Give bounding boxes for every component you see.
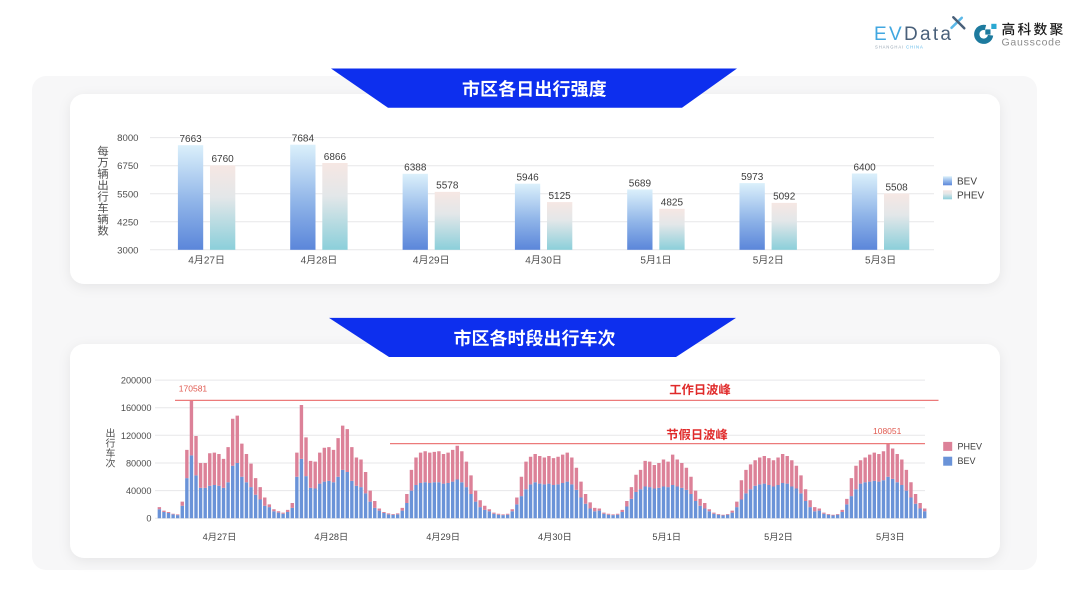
svg-text:5689: 5689 — [629, 178, 652, 189]
svg-text:0: 0 — [146, 514, 151, 524]
svg-text:4: 4 — [301, 255, 307, 266]
svg-text:4250: 4250 — [117, 217, 138, 228]
svg-text:6760: 6760 — [211, 154, 234, 165]
svg-text:29: 29 — [441, 532, 451, 542]
svg-text:120000: 120000 — [121, 431, 152, 441]
svg-text:200000: 200000 — [121, 376, 152, 386]
svg-text:5: 5 — [753, 255, 759, 266]
svg-text:6400: 6400 — [853, 162, 876, 173]
svg-text:4: 4 — [525, 255, 531, 266]
svg-text:3000: 3000 — [117, 245, 138, 256]
svg-text:BEV: BEV — [958, 456, 976, 466]
svg-text:5125: 5125 — [548, 191, 571, 202]
svg-text:EVData: EVData — [874, 24, 953, 45]
svg-text:160000: 160000 — [121, 403, 152, 413]
svg-text:1: 1 — [667, 532, 672, 542]
svg-text:2: 2 — [779, 532, 784, 542]
svg-text:27: 27 — [204, 255, 216, 266]
svg-text:6388: 6388 — [404, 163, 427, 174]
svg-text:80000: 80000 — [126, 459, 152, 469]
svg-text:PHEV: PHEV — [958, 441, 983, 451]
svg-text:5508: 5508 — [885, 182, 908, 193]
svg-text:5: 5 — [764, 532, 769, 542]
svg-text:6866: 6866 — [324, 152, 347, 163]
svg-text:5: 5 — [652, 532, 657, 542]
svg-text:27: 27 — [217, 532, 227, 542]
svg-text:8000: 8000 — [117, 133, 138, 144]
svg-text:5092: 5092 — [773, 192, 796, 203]
svg-text:PHEV: PHEV — [957, 191, 985, 202]
svg-text:28: 28 — [329, 532, 339, 542]
svg-text:2: 2 — [768, 255, 774, 266]
svg-text:108051: 108051 — [873, 426, 902, 436]
svg-text:4: 4 — [314, 532, 319, 542]
svg-text:5973: 5973 — [741, 172, 764, 183]
svg-text:170581: 170581 — [179, 383, 208, 393]
svg-text:7663: 7663 — [179, 134, 202, 145]
svg-text:40000: 40000 — [126, 486, 152, 496]
svg-text:28: 28 — [316, 255, 328, 266]
svg-text:7684: 7684 — [292, 134, 315, 145]
svg-text:30: 30 — [552, 532, 562, 542]
svg-text:5500: 5500 — [117, 189, 138, 200]
svg-text:BEV: BEV — [957, 177, 977, 188]
svg-text:4: 4 — [426, 532, 431, 542]
svg-text:5: 5 — [865, 255, 871, 266]
svg-text:4: 4 — [538, 532, 543, 542]
svg-text:3: 3 — [890, 532, 895, 542]
svg-text:4: 4 — [188, 255, 194, 266]
svg-text:29: 29 — [428, 255, 440, 266]
svg-text:4825: 4825 — [661, 198, 684, 209]
svg-text:6750: 6750 — [117, 161, 138, 172]
svg-text:SHANGHAI CHINA: SHANGHAI CHINA — [875, 45, 924, 50]
svg-text:5578: 5578 — [436, 181, 459, 192]
svg-text:4: 4 — [203, 532, 208, 542]
svg-text:5: 5 — [876, 532, 881, 542]
svg-text:30: 30 — [541, 255, 553, 266]
svg-text:1: 1 — [656, 255, 662, 266]
svg-text:4: 4 — [413, 255, 419, 266]
svg-text:5: 5 — [640, 255, 646, 266]
svg-text:5946: 5946 — [516, 173, 539, 184]
svg-text:Gausscode: Gausscode — [1002, 37, 1062, 49]
svg-text:3: 3 — [881, 255, 887, 266]
